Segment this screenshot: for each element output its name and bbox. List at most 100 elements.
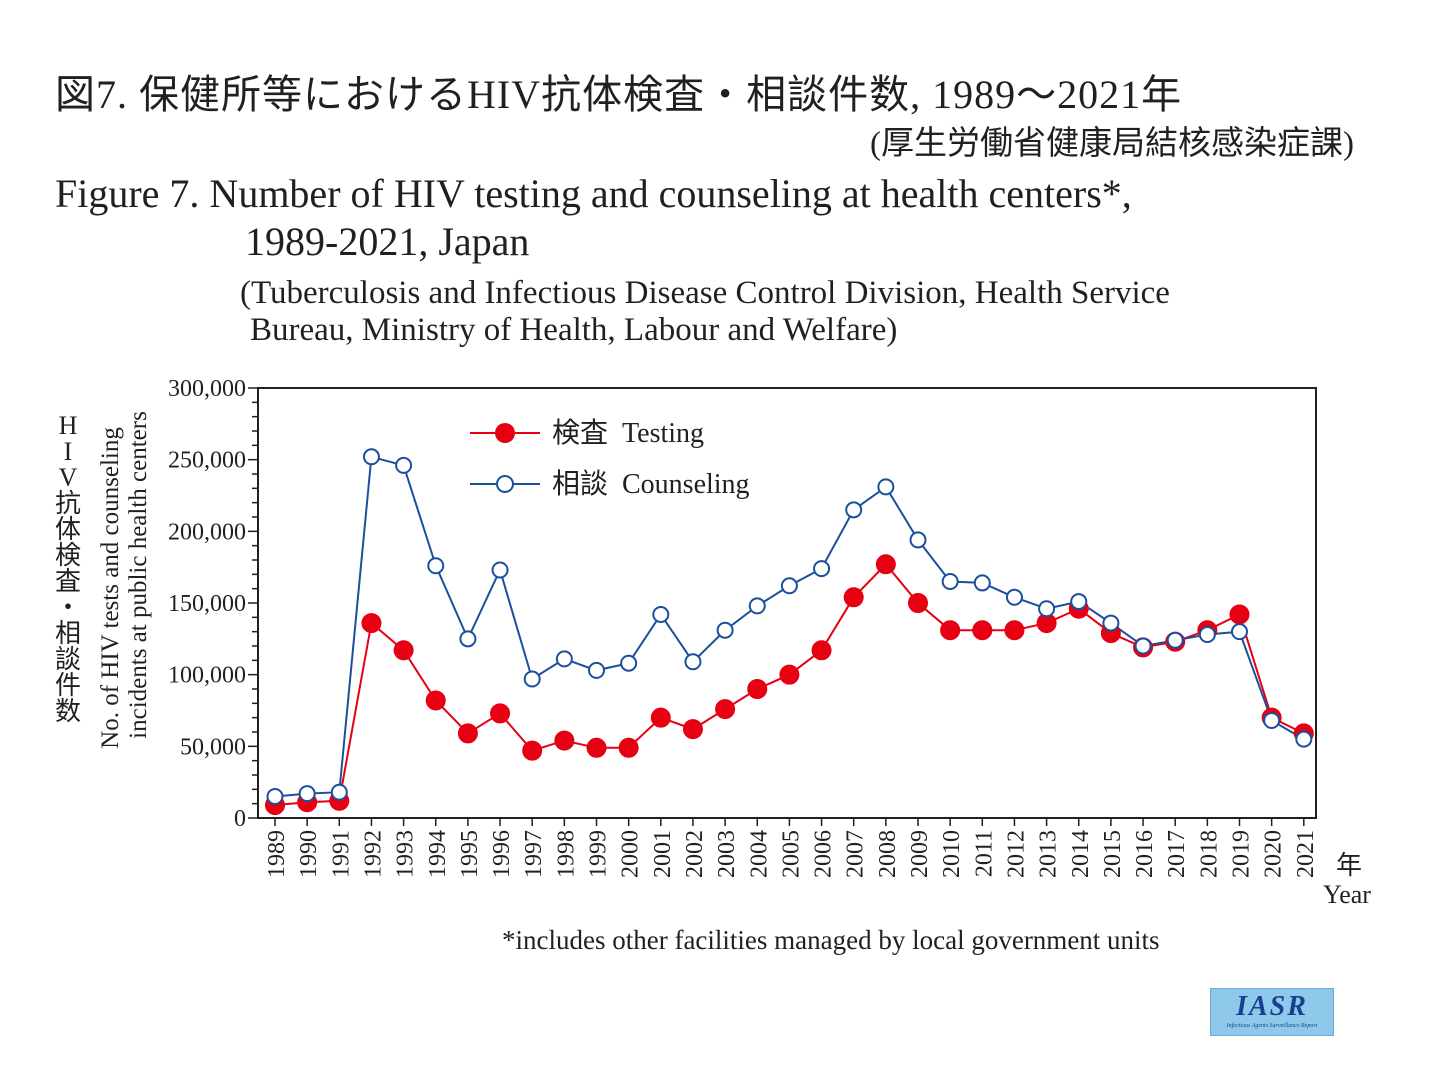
counseling-point bbox=[298, 785, 316, 803]
counseling-point bbox=[877, 478, 895, 496]
x-tick-label: 2017 bbox=[1164, 830, 1190, 878]
series-layer bbox=[265, 448, 1314, 816]
y-label-ja-char: 相 bbox=[55, 619, 81, 648]
x-tick-label: 2021 bbox=[1293, 830, 1319, 878]
x-label-en: Year bbox=[1323, 880, 1371, 909]
counseling-point bbox=[491, 561, 509, 579]
counseling-point bbox=[459, 630, 477, 648]
counseling-point bbox=[266, 788, 284, 805]
counseling-point bbox=[780, 577, 798, 595]
y-label-ja-char: 談 bbox=[55, 645, 81, 674]
counseling-point bbox=[941, 573, 959, 590]
counseling-point bbox=[845, 501, 863, 519]
x-tick-label: 1995 bbox=[457, 830, 483, 878]
legend-counseling-marker bbox=[496, 475, 514, 493]
counseling-point bbox=[1198, 626, 1216, 644]
counseling-point bbox=[1070, 593, 1088, 611]
x-tick-label: 1997 bbox=[521, 830, 547, 878]
counseling-point bbox=[1263, 712, 1281, 730]
y-tick-label: 100,000 bbox=[168, 663, 246, 689]
axis-labels: HIV抗体検査・相談件数 No. of HIV tests and counsel… bbox=[55, 411, 1371, 909]
counseling-point bbox=[1005, 588, 1023, 606]
counseling-point bbox=[1102, 614, 1120, 632]
testing-point bbox=[393, 640, 414, 661]
x-tick-label: 2002 bbox=[682, 830, 708, 878]
counseling-point bbox=[813, 560, 831, 578]
testing-point bbox=[618, 737, 639, 758]
testing-point bbox=[1004, 620, 1025, 641]
logo-subtext: Infectious Agents Surveillance Report bbox=[1226, 1023, 1318, 1029]
footnote: *includes other facilities managed by lo… bbox=[502, 925, 1160, 955]
counseling-point bbox=[973, 574, 991, 592]
y-tick-label: 250,000 bbox=[168, 448, 246, 474]
testing-point bbox=[361, 613, 382, 634]
counseling-point bbox=[1231, 623, 1248, 641]
y-label-en-line1: No. of HIV tests and counseling bbox=[97, 427, 124, 749]
x-tick-label: 1994 bbox=[425, 830, 451, 878]
x-tick-label: 2011 bbox=[971, 830, 997, 877]
counseling-point bbox=[748, 597, 766, 615]
x-tick-label: 1992 bbox=[360, 830, 386, 878]
y-label-en-line2: incidents at public health centers bbox=[125, 411, 152, 739]
x-tick-label: 1996 bbox=[489, 830, 515, 878]
y-tick-label: 50,000 bbox=[180, 734, 246, 760]
x-tick-label: 2012 bbox=[1003, 830, 1029, 878]
x-tick-label: 2009 bbox=[907, 830, 933, 878]
axes: 0 50,000 100,000 150,000 200,000 250,000 300,0… bbox=[168, 376, 1319, 878]
y-label-ja-char: 数 bbox=[55, 697, 81, 726]
x-tick-label: 2001 bbox=[650, 830, 676, 878]
series-line-testing bbox=[274, 562, 1305, 807]
testing-point bbox=[1229, 604, 1250, 625]
source-en-line2: Bureau, Ministry of Health, Labour and W… bbox=[250, 312, 898, 348]
legend-testing-label: 検査 Testing bbox=[552, 417, 704, 449]
testing-point bbox=[682, 719, 703, 740]
counseling-point bbox=[716, 621, 734, 639]
x-tick-label: 2006 bbox=[811, 830, 837, 878]
testing-point bbox=[779, 664, 800, 685]
x-tick-label: 2007 bbox=[843, 830, 869, 878]
counseling-point bbox=[620, 654, 638, 672]
testing-point bbox=[843, 587, 864, 608]
x-tick-label: 2010 bbox=[939, 830, 965, 878]
legend: 検査 Testing 相談 Counseling bbox=[470, 417, 750, 500]
y-label-ja-char: ・ bbox=[55, 593, 81, 622]
x-tick-label: 2018 bbox=[1196, 830, 1222, 878]
counseling-point bbox=[395, 456, 413, 474]
testing-point bbox=[425, 690, 446, 711]
testing-point bbox=[457, 723, 478, 744]
x-tick-label: 2008 bbox=[875, 830, 901, 878]
counseling-point bbox=[909, 531, 927, 549]
counseling-point bbox=[427, 557, 445, 575]
legend-testing-marker bbox=[495, 423, 515, 443]
x-tick-label: 1993 bbox=[393, 830, 419, 878]
x-tick-label: 2013 bbox=[1036, 830, 1062, 878]
counseling-point bbox=[1134, 637, 1152, 655]
counseling-point bbox=[684, 653, 702, 671]
testing-point bbox=[875, 554, 896, 575]
source-ja: (厚生労働省健康局結核感染症課) bbox=[870, 126, 1354, 162]
x-label-ja: 年 bbox=[1336, 851, 1362, 880]
y-label-ja-char: I bbox=[64, 437, 73, 466]
testing-point bbox=[490, 703, 511, 724]
testing-point bbox=[747, 679, 768, 699]
x-tick-label: 2019 bbox=[1229, 830, 1255, 878]
x-tick-label: 2014 bbox=[1068, 830, 1094, 878]
y-label-ja-char: H bbox=[59, 411, 78, 440]
plot-frame bbox=[257, 387, 1317, 819]
testing-point bbox=[940, 620, 961, 641]
y-tick-label: 300,000 bbox=[168, 376, 246, 402]
counseling-point bbox=[1038, 600, 1056, 618]
title-ja: 図7. 保健所等におけるHIV抗体検査・相談件数, 1989〜2021年 bbox=[55, 72, 1183, 117]
x-tick-label: 1991 bbox=[328, 830, 354, 878]
testing-point bbox=[908, 593, 928, 613]
testing-point bbox=[972, 620, 993, 641]
x-tick-label: 2000 bbox=[618, 830, 644, 878]
y-label-ja-char: 検 bbox=[55, 541, 81, 570]
y-tick-label: 0 bbox=[234, 806, 246, 832]
x-tick-label: 2015 bbox=[1100, 830, 1126, 878]
counseling-point bbox=[1166, 631, 1184, 649]
y-label-ja-char: 抗 bbox=[55, 489, 81, 518]
x-tick-label: 2003 bbox=[714, 830, 740, 878]
testing-point bbox=[554, 730, 575, 751]
x-tick-label: 2020 bbox=[1261, 830, 1287, 878]
